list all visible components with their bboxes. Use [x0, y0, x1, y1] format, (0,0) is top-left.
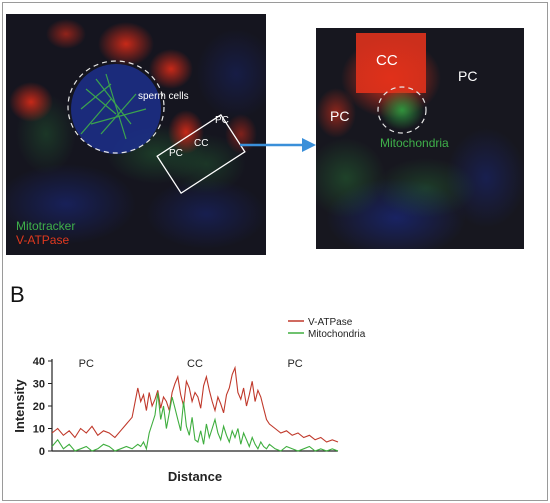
y-tick-label: 0 — [39, 446, 45, 458]
vatpase-legend: V-ATPase — [16, 233, 70, 247]
pc-label-upper: PC — [215, 115, 229, 126]
series-line-vatpase — [51, 365, 339, 443]
x-axis-label: Distance — [168, 469, 222, 484]
panel-b-letter: B — [10, 282, 25, 307]
y-tick-label: 20 — [33, 401, 45, 413]
y-axis-label: Intensity — [12, 379, 27, 433]
mitochondria-label: Mitochondria — [380, 136, 449, 150]
right-micrograph-image — [316, 28, 524, 249]
intensity-chart: 0 10 20 30 40 Intensity Distance PC CC PC V-ATPase… — [12, 317, 366, 484]
arrow-icon — [240, 138, 316, 152]
region-label: PC — [287, 358, 302, 370]
y-tick-label: 10 — [33, 424, 45, 436]
region-label: PC — [79, 358, 94, 370]
mitotracker-legend: Mitotracker — [16, 219, 76, 233]
left-micrograph: sperm cells PC CC PC Mitotracker V-ATPas… — [6, 14, 266, 255]
right-cc-label: CC — [376, 52, 398, 69]
y-tick-label: 30 — [33, 379, 45, 391]
cc-label-box: CC — [194, 138, 209, 149]
left-micrograph-image — [6, 14, 266, 255]
right-micrograph: CC PC PC Mitochondria — [316, 28, 524, 249]
region-label: CC — [187, 358, 203, 370]
series-line-mitochondria — [51, 392, 339, 452]
right-pc-label-right: PC — [458, 68, 478, 84]
legend-entry: Mitochondria — [308, 329, 366, 340]
pc-label-lower: PC — [169, 148, 183, 159]
right-pc-label-left: PC — [330, 108, 350, 124]
sperm-cells-label: sperm cells — [138, 91, 189, 102]
legend-entry: V-ATPase — [308, 317, 353, 328]
y-tick-label: 40 — [33, 356, 45, 368]
